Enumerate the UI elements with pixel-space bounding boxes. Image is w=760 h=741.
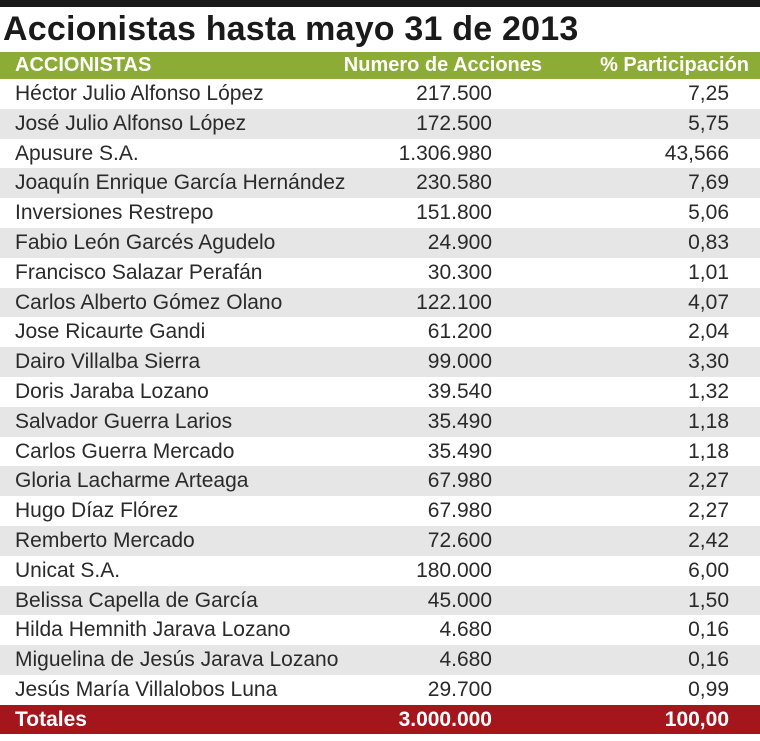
totals-label: Totales <box>15 707 87 731</box>
participation-cell: 7,25 <box>688 82 729 105</box>
participation-cell: 0,99 <box>688 677 729 701</box>
shares-cell: 67.980 <box>427 469 492 493</box>
totals-row: Totales 3.000.000 100,00 <box>0 704 760 734</box>
participation-cell: 1,32 <box>688 379 729 403</box>
table-row: Francisco Salazar Perafán 30.300 1,01 <box>0 257 760 288</box>
shareholder-name: Carlos Guerra Mercado <box>15 439 235 463</box>
participation-cell: 1,50 <box>688 588 729 612</box>
shares-cell: 45.000 <box>427 588 492 612</box>
shareholder-name: José Julio Alfonso López <box>15 111 247 135</box>
shareholder-name: Apusure S.A. <box>15 141 139 165</box>
table-row: Jesús María Villalobos Luna 29.700 0,99 <box>0 674 760 705</box>
participation-cell: 1,18 <box>688 439 729 463</box>
shares-cell: 151.800 <box>416 201 492 225</box>
header-numero-acciones: Numero de Acciones <box>343 54 542 76</box>
shares-cell: 122.100 <box>416 290 492 314</box>
shareholder-name: Belissa Capella de García <box>15 588 258 612</box>
participation-cell: 1,01 <box>688 260 729 284</box>
participation-cell: 43,566 <box>664 141 729 165</box>
participation-cell: 6,00 <box>688 558 729 582</box>
shares-cell: 61.200 <box>427 320 492 344</box>
shares-cell: 230.580 <box>416 171 492 195</box>
shares-cell: 1.306.980 <box>398 141 492 165</box>
table-row: Salvador Guerra Larios 35.490 1,18 <box>0 406 760 437</box>
table-row: Héctor Julio Alfonso López 217.500 7,25 <box>0 79 760 109</box>
table-row: Inversiones Restrepo 151.800 5,06 <box>0 198 760 228</box>
shareholder-name: Miguelina de Jesús Jarava Lozano <box>15 648 339 672</box>
header-accionistas: ACCIONISTAS <box>15 54 152 76</box>
shareholder-name: Inversiones Restrepo <box>15 201 214 225</box>
shares-cell: 35.490 <box>427 409 492 433</box>
table-row: Unicat S.A. 180.000 6,00 <box>0 555 760 586</box>
table-body: Héctor Julio Alfonso López 217.500 7,25 Jos… <box>0 79 760 705</box>
shareholder-name: Jose Ricaurte Gandi <box>15 320 206 344</box>
shares-cell: 217.500 <box>416 82 492 105</box>
participation-cell: 3,30 <box>688 350 729 374</box>
shares-cell: 24.900 <box>427 230 492 254</box>
participation-cell: 5,06 <box>688 201 729 225</box>
table-row: Doris Jaraba Lozano 39.540 1,32 <box>0 376 760 407</box>
table-row: Hilda Hemnith Jarava Lozano 4.680 0,16 <box>0 615 760 646</box>
shareholder-name: Hilda Hemnith Jarava Lozano <box>15 618 291 642</box>
table-row: Jose Ricaurte Gandi 61.200 2,04 <box>0 317 760 348</box>
shareholder-name: Hugo Díaz Flórez <box>15 499 179 523</box>
shares-cell: 4.680 <box>439 618 492 642</box>
shareholder-name: Joaquín Enrique García Hernández <box>15 171 346 195</box>
top-rule <box>0 0 760 7</box>
shares-cell: 29.700 <box>427 677 492 701</box>
shares-cell: 99.000 <box>427 350 492 374</box>
participation-cell: 1,18 <box>688 409 729 433</box>
shares-cell: 4.680 <box>439 648 492 672</box>
shareholder-name: Héctor Julio Alfonso López <box>15 82 264 105</box>
table-header: ACCIONISTAS Numero de Acciones % Partici… <box>0 52 760 79</box>
table-row: Gloria Lacharme Arteaga 67.980 2,27 <box>0 466 760 497</box>
shares-cell: 35.490 <box>427 439 492 463</box>
table-row: Joaquín Enrique García Hernández 230.580 7… <box>0 168 760 199</box>
shareholder-name: Salvador Guerra Larios <box>15 409 233 433</box>
totals-pct: 100,00 <box>664 707 729 731</box>
shares-cell: 67.980 <box>427 499 492 523</box>
participation-cell: 2,27 <box>688 499 729 523</box>
table-row: Hugo Díaz Flórez 67.980 2,27 <box>0 496 760 526</box>
participation-cell: 2,42 <box>688 528 729 552</box>
shareholder-name: Fabio León Garcés Agudelo <box>15 230 276 254</box>
totals-shares: 3.000.000 <box>398 707 492 731</box>
table-row: Miguelina de Jesús Jarava Lozano 4.680 0,1… <box>0 645 760 675</box>
shareholder-name: Francisco Salazar Perafán <box>15 260 263 284</box>
page-title: Accionistas hasta mayo 31 de 2013 <box>3 10 579 48</box>
participation-cell: 2,04 <box>688 320 729 344</box>
table-row: Remberto Mercado 72.600 2,42 <box>0 525 760 556</box>
table-row: Carlos Guerra Mercado 35.490 1,18 <box>0 436 760 467</box>
participation-cell: 0,83 <box>688 230 729 254</box>
shareholder-name: Doris Jaraba Lozano <box>15 379 209 403</box>
participation-cell: 5,75 <box>688 111 729 135</box>
shares-cell: 39.540 <box>427 379 492 403</box>
table-row: Apusure S.A. 1.306.980 43,566 <box>0 138 760 169</box>
participation-cell: 0,16 <box>688 648 729 672</box>
table-row: Fabio León Garcés Agudelo 24.900 0,83 <box>0 227 760 258</box>
shareholder-name: Unicat S.A. <box>15 558 121 582</box>
shares-cell: 72.600 <box>427 528 492 552</box>
participation-cell: 0,16 <box>688 618 729 642</box>
table-row: José Julio Alfonso López 172.500 5,75 <box>0 108 760 139</box>
participation-cell: 7,69 <box>688 171 729 195</box>
shareholder-name: Dairo Villalba Sierra <box>15 350 201 374</box>
shares-cell: 180.000 <box>416 558 492 582</box>
shares-cell: 172.500 <box>416 111 492 135</box>
shareholder-name: Carlos Alberto Gómez Olano <box>15 290 283 314</box>
shareholder-name: Remberto Mercado <box>15 528 195 552</box>
participation-cell: 2,27 <box>688 469 729 493</box>
header-participacion: % Participación <box>600 54 749 76</box>
table-row: Carlos Alberto Gómez Olano 122.100 4,07 <box>0 287 760 318</box>
shareholder-name: Jesús María Villalobos Luna <box>15 677 278 701</box>
shareholder-name: Gloria Lacharme Arteaga <box>15 469 249 493</box>
table-row: Dairo Villalba Sierra 99.000 3,30 <box>0 347 760 377</box>
shares-cell: 30.300 <box>427 260 492 284</box>
table-row: Belissa Capella de García 45.000 1,50 <box>0 585 760 616</box>
participation-cell: 4,07 <box>688 290 729 314</box>
